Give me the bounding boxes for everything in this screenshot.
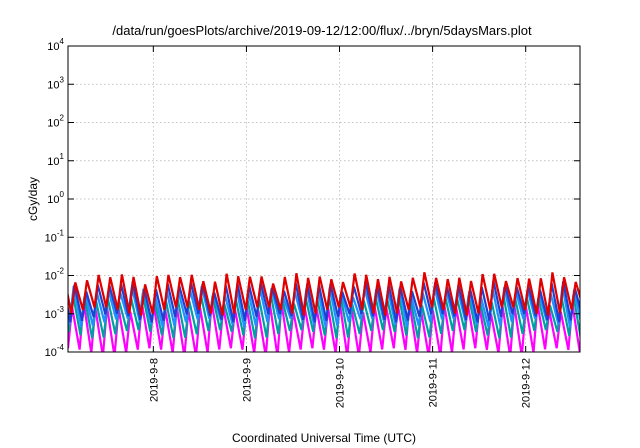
y-tick-label: 103 [47, 75, 64, 91]
y-tick-labels: 10-4 10-3 10-2 10-1 100 101 102 103 104 [45, 37, 580, 359]
series-layer [68, 272, 580, 352]
x-tick-label: 2019-9-10 [335, 358, 347, 408]
x-tick-labels: 2019-9-8 2019-9-9 2019-9-10 2019-9-11 2019-9… [148, 46, 533, 408]
series-line [68, 272, 580, 316]
x-tick-label: 2019-9-11 [428, 358, 440, 407]
y-tick-label: 101 [47, 152, 64, 168]
y-tick-label: 10-1 [45, 228, 65, 244]
y-tick-label: 10-3 [45, 305, 65, 321]
series-line [68, 280, 580, 323]
x-axis-label: Coordinated Universal Time (UTC) [232, 431, 416, 445]
chart-title: /data/run/goesPlots/archive/2019-09-12/1… [112, 23, 532, 38]
x-tick-label: 2019-9-8 [148, 358, 160, 402]
y-tick-label: 102 [47, 114, 64, 130]
y-tick-label: 10-4 [45, 343, 65, 359]
x-tick-label: 2019-9-12 [521, 358, 533, 408]
grid-layer [68, 46, 580, 352]
y-axis-label: cGy/day [26, 177, 40, 221]
x-tick-label: 2019-9-9 [241, 358, 253, 402]
y-tick-label: 10-2 [45, 267, 65, 283]
y-tick-label: 100 [47, 190, 64, 206]
y-tick-label: 104 [47, 37, 64, 53]
